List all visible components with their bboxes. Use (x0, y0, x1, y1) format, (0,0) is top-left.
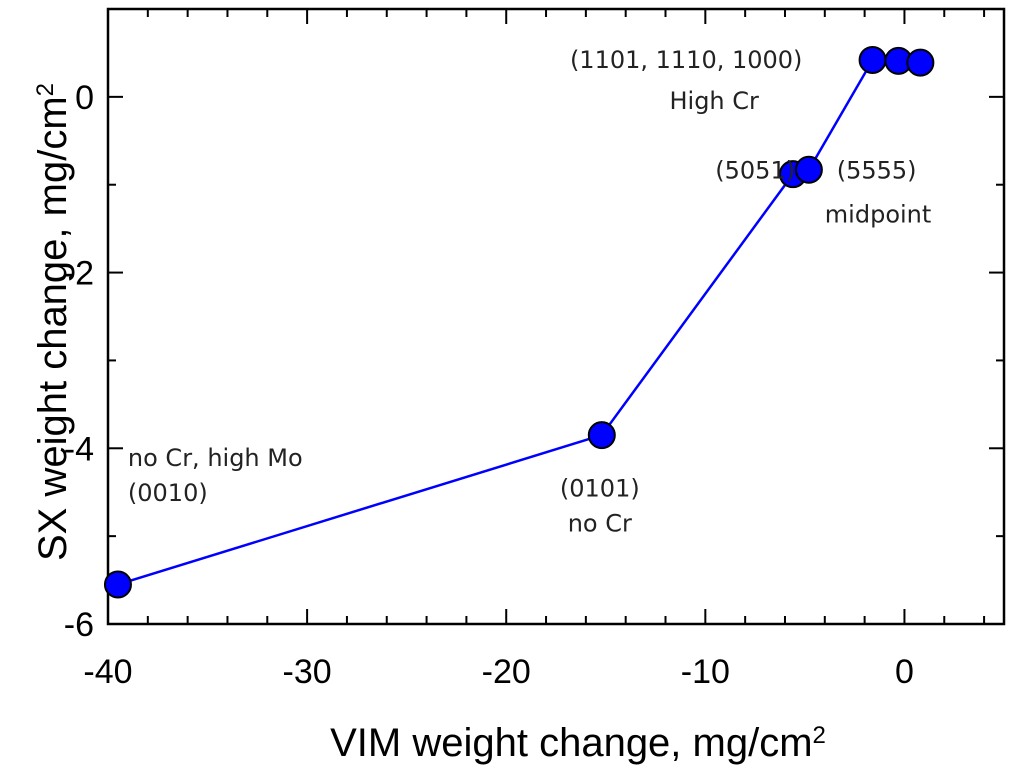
data-point (794, 155, 823, 184)
data-point (858, 45, 887, 74)
y-tick-label: -4 (64, 430, 94, 468)
annotation-line: (0101) (560, 475, 640, 503)
series-line (117, 58, 921, 586)
annotation: (5051) (715, 157, 795, 185)
annotation: midpoint (825, 200, 932, 228)
x-axis-label: VIM weight change, mg/cm2 (330, 721, 826, 765)
annotation: (5555) (837, 157, 917, 185)
annotation-line: midpoint (825, 200, 932, 228)
annotation-line: (5051) (715, 157, 795, 185)
x-tick-label: -20 (482, 653, 531, 691)
annotation-line: no Cr, high Mo (128, 444, 303, 472)
axis-ticks (107, 8, 1004, 625)
y-tick-label: -2 (64, 255, 94, 293)
plot-border (106, 7, 1006, 626)
data-series (103, 45, 935, 599)
annotation: (1101, 1110, 1000) (570, 46, 802, 74)
y-tick-label: -6 (64, 606, 94, 644)
annotation: no Cr, high Mo (0010) (128, 444, 303, 507)
data-point (103, 570, 132, 599)
x-tick-label: 0 (895, 653, 914, 691)
annotation-line: High Cr (669, 87, 759, 115)
data-point (587, 421, 616, 450)
annotation-line: no Cr (568, 510, 632, 538)
x-tick-label: -10 (681, 653, 730, 691)
annotation-line: (1101, 1110, 1000) (570, 46, 802, 74)
x-tick-label: -40 (83, 653, 132, 691)
data-point (906, 48, 935, 77)
annotations: no Cr, high Mo (0010) (0101) no Cr (5051) (55… (128, 46, 931, 538)
x-tick-label: -30 (283, 653, 332, 691)
y-tick-label: 0 (75, 79, 94, 117)
annotation: (0101) no Cr (560, 475, 640, 538)
annotation-line: (0010) (128, 479, 208, 507)
plot-frame (106, 7, 1006, 626)
annotation: High Cr (669, 87, 759, 115)
y-axis-label: SX weight change, mg/cm2 (31, 83, 75, 561)
annotation-line: (5555) (837, 157, 917, 185)
tick-labels: -40 -30 -20 -10 0-6-4-20 (64, 79, 914, 691)
